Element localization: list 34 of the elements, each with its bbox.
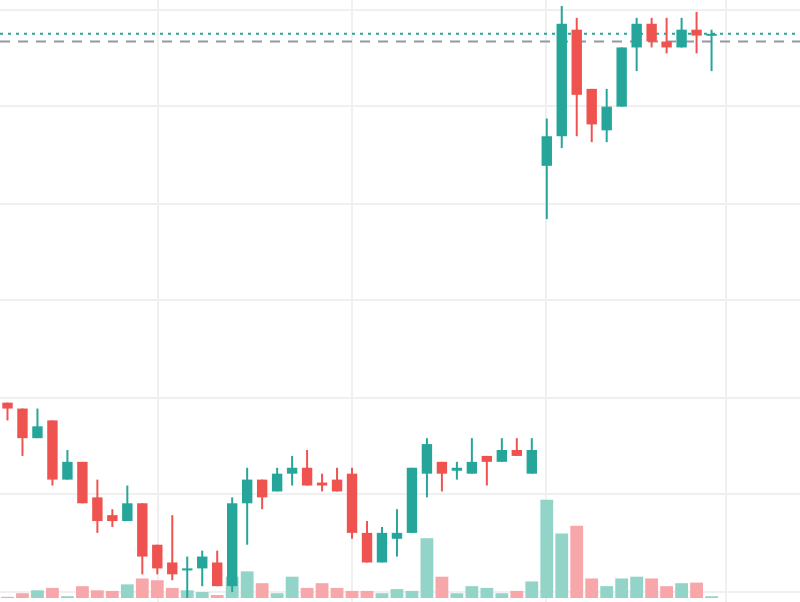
- bar: [46, 587, 59, 598]
- bar: [510, 590, 524, 598]
- candlestick: [481, 454, 493, 487]
- candlestick: [496, 437, 508, 463]
- candlestick: [301, 449, 313, 487]
- bar: [435, 576, 449, 598]
- candlestick: [286, 454, 298, 487]
- bar: [690, 582, 703, 598]
- candlestick: [436, 460, 448, 493]
- candlestick: [32, 407, 43, 440]
- bar: [120, 584, 134, 598]
- candlestick: [646, 16, 657, 49]
- candlestick: [152, 543, 163, 576]
- bar: [675, 583, 688, 598]
- candlestick: [256, 478, 268, 511]
- candlestick: [376, 525, 388, 564]
- candlestick: [586, 87, 597, 144]
- bar: [255, 583, 269, 598]
- candlestick: [391, 508, 403, 558]
- candlestick: [601, 87, 612, 144]
- candlestick: [17, 407, 28, 457]
- candlestick: [421, 437, 433, 499]
- candlestick: [212, 549, 223, 588]
- candlestick: [167, 514, 178, 582]
- candlestick: [241, 466, 253, 546]
- bar: [31, 590, 44, 598]
- candlestick: [466, 437, 478, 475]
- candlestick: [62, 449, 73, 481]
- candlestick: [526, 437, 537, 475]
- candlestick: [92, 478, 103, 534]
- candlestick: [361, 520, 373, 564]
- candlestick: [122, 484, 133, 523]
- candlestick: [541, 117, 552, 221]
- candlestick: [691, 10, 702, 55]
